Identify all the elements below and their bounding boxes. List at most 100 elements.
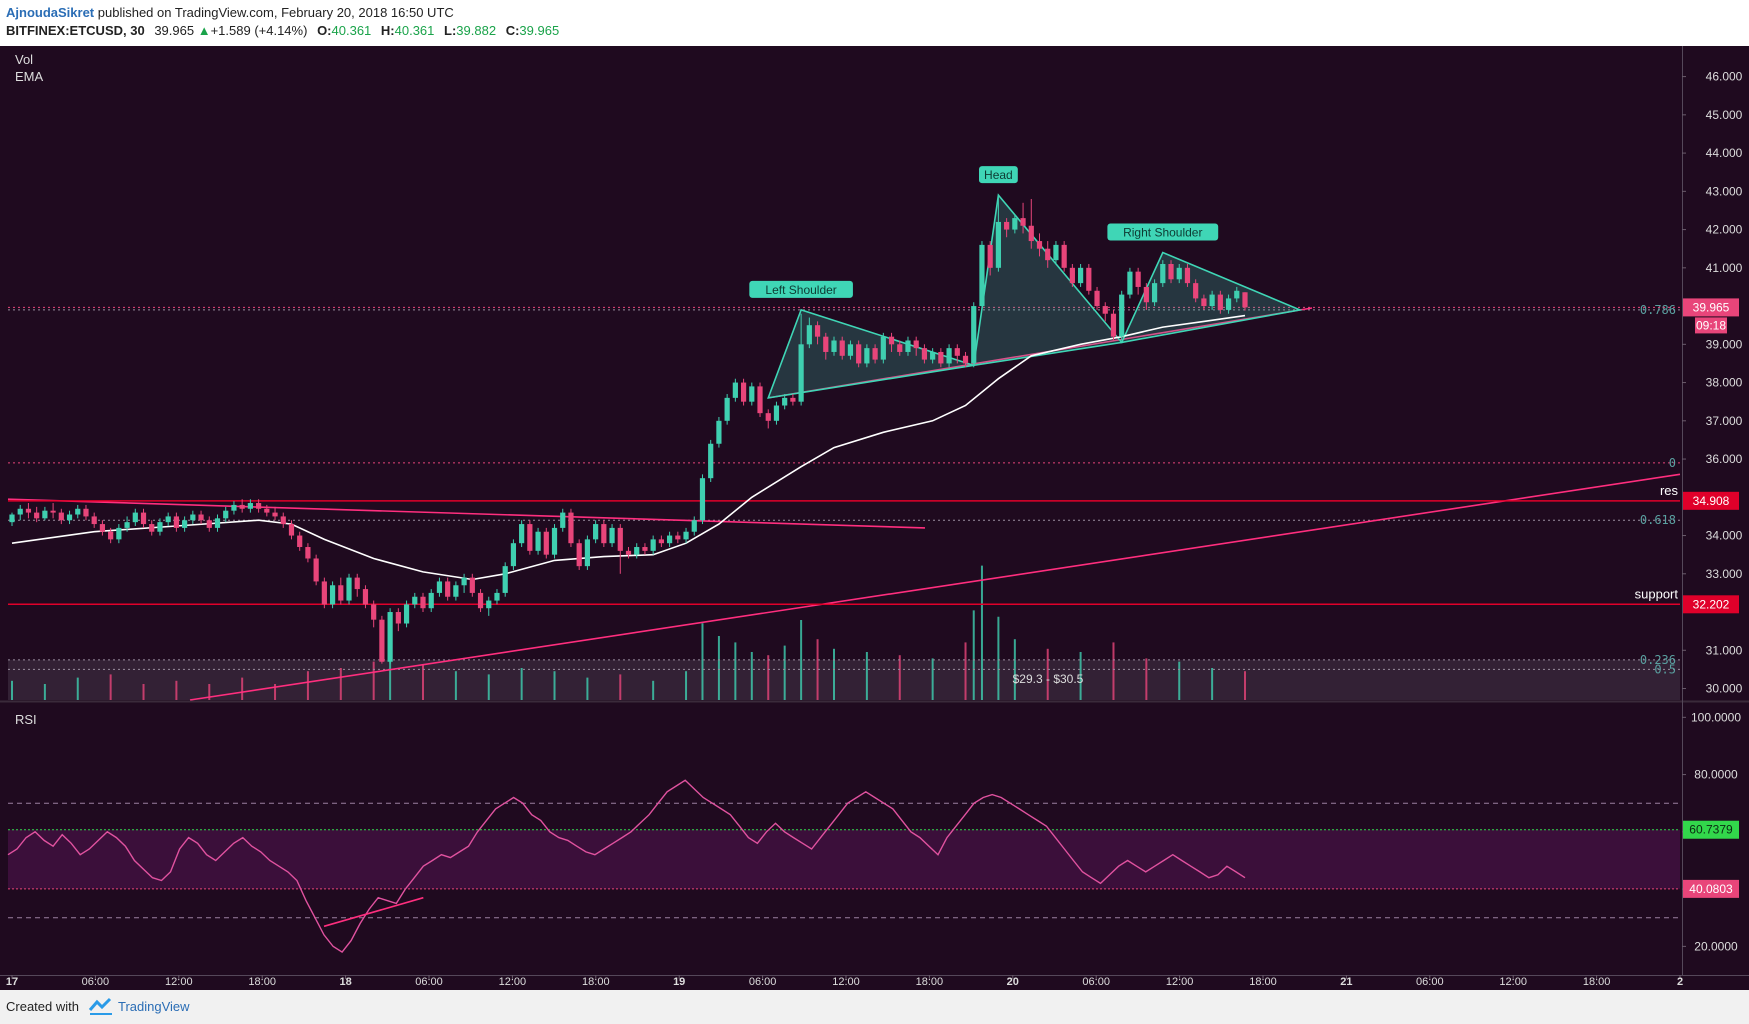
pattern-triangle[interactable] xyxy=(972,193,1124,367)
candle-body[interactable] xyxy=(182,520,188,528)
candle-body[interactable] xyxy=(757,386,763,414)
candle-body[interactable] xyxy=(99,524,106,532)
candle-body[interactable] xyxy=(1119,294,1125,337)
candle-body[interactable] xyxy=(17,508,23,515)
candle-body[interactable] xyxy=(576,543,582,567)
candle-body[interactable] xyxy=(1225,298,1232,310)
candle-body[interactable] xyxy=(1151,283,1158,303)
candle-body[interactable] xyxy=(58,512,64,521)
candle-body[interactable] xyxy=(173,516,179,528)
candle-body[interactable] xyxy=(75,508,81,515)
candle-body[interactable] xyxy=(231,504,237,511)
candle-body[interactable] xyxy=(708,443,714,479)
candle-body[interactable] xyxy=(412,596,418,605)
candle-body[interactable] xyxy=(9,514,15,523)
candle-body[interactable] xyxy=(247,503,253,509)
candle-body[interactable] xyxy=(979,244,985,307)
candle-body[interactable] xyxy=(897,344,903,352)
candle-body[interactable] xyxy=(1242,292,1248,308)
candle-body[interactable] xyxy=(1217,294,1223,310)
candle-body[interactable] xyxy=(223,510,229,519)
candle-body[interactable] xyxy=(1127,271,1133,295)
candle-body[interactable] xyxy=(379,619,385,662)
candle-body[interactable] xyxy=(428,592,434,609)
candle-body[interactable] xyxy=(601,524,607,544)
candle-body[interactable] xyxy=(403,604,410,624)
candle-body[interactable] xyxy=(1143,286,1149,303)
candle-body[interactable] xyxy=(362,589,369,605)
candle-body[interactable] xyxy=(675,535,681,540)
candle-body[interactable] xyxy=(872,348,878,360)
candle-body[interactable] xyxy=(239,504,245,509)
candle-body[interactable] xyxy=(1110,313,1117,337)
candle-body[interactable] xyxy=(305,547,311,559)
candle-body[interactable] xyxy=(921,348,928,360)
candle-body[interactable] xyxy=(436,581,443,593)
candle-body[interactable] xyxy=(790,397,796,402)
candle-body[interactable] xyxy=(34,512,40,519)
candle-body[interactable] xyxy=(527,524,533,551)
candle-body[interactable] xyxy=(1209,294,1215,307)
candle-body[interactable] xyxy=(954,348,960,356)
candle-body[interactable] xyxy=(1028,225,1034,242)
candle-body[interactable] xyxy=(543,531,549,555)
candle-body[interactable] xyxy=(445,581,451,597)
candle-body[interactable] xyxy=(880,336,886,360)
candle-body[interactable] xyxy=(321,581,327,605)
candle-body[interactable] xyxy=(609,527,615,544)
candle-body[interactable] xyxy=(888,336,895,345)
candle-body[interactable] xyxy=(1102,306,1108,314)
candle-body[interactable] xyxy=(1012,218,1018,230)
candle-body[interactable] xyxy=(1036,241,1043,249)
candle-body[interactable] xyxy=(1078,267,1084,284)
candle-body[interactable] xyxy=(1176,267,1182,280)
candle-body[interactable] xyxy=(1004,221,1010,230)
candle-body[interactable] xyxy=(272,512,278,517)
candle-body[interactable] xyxy=(198,514,204,521)
candle-body[interactable] xyxy=(798,344,804,402)
candle-body[interactable] xyxy=(962,355,969,364)
candle-body[interactable] xyxy=(124,522,130,528)
candle-body[interactable] xyxy=(1201,298,1207,307)
candle-body[interactable] xyxy=(732,382,738,398)
rsi-line[interactable] xyxy=(7,779,1246,954)
candle-body[interactable] xyxy=(749,386,755,402)
candle-body[interactable] xyxy=(329,585,336,605)
candle-body[interactable] xyxy=(190,514,196,521)
candle-body[interactable] xyxy=(938,351,944,364)
candle-body[interactable] xyxy=(551,527,558,555)
candle-body[interactable] xyxy=(50,510,56,513)
candle-body[interactable] xyxy=(691,520,697,532)
candle-body[interactable] xyxy=(814,325,821,337)
candle-body[interactable] xyxy=(634,547,640,555)
candle-body[interactable] xyxy=(469,577,475,593)
candle-body[interactable] xyxy=(66,514,73,521)
candle-body[interactable] xyxy=(494,592,500,601)
candle-body[interactable] xyxy=(486,600,492,609)
candle-body[interactable] xyxy=(157,522,163,532)
candle-body[interactable] xyxy=(864,348,870,364)
candle-body[interactable] xyxy=(1061,244,1067,268)
candle-body[interactable] xyxy=(642,547,648,551)
candle-body[interactable] xyxy=(995,221,1001,268)
candle-body[interactable] xyxy=(1193,283,1199,299)
candle-body[interactable] xyxy=(1069,267,1075,284)
candle-body[interactable] xyxy=(1135,271,1141,287)
candle-body[interactable] xyxy=(913,340,919,349)
tradingview-brand-link[interactable]: TradingView xyxy=(118,999,190,1014)
candle-body[interactable] xyxy=(354,577,360,590)
falling-trendline[interactable] xyxy=(7,498,926,529)
candle-body[interactable] xyxy=(510,543,517,567)
author-link[interactable]: AjnoudaSikret xyxy=(6,5,95,20)
candle-body[interactable] xyxy=(453,585,459,597)
candle-body[interactable] xyxy=(132,512,138,523)
candle-body[interactable] xyxy=(667,535,673,544)
candle-body[interactable] xyxy=(658,539,664,544)
candle-body[interactable] xyxy=(214,518,221,528)
candle-body[interactable] xyxy=(1168,264,1174,280)
candle-body[interactable] xyxy=(971,306,977,364)
candle-body[interactable] xyxy=(42,510,48,519)
candle-body[interactable] xyxy=(371,604,377,620)
